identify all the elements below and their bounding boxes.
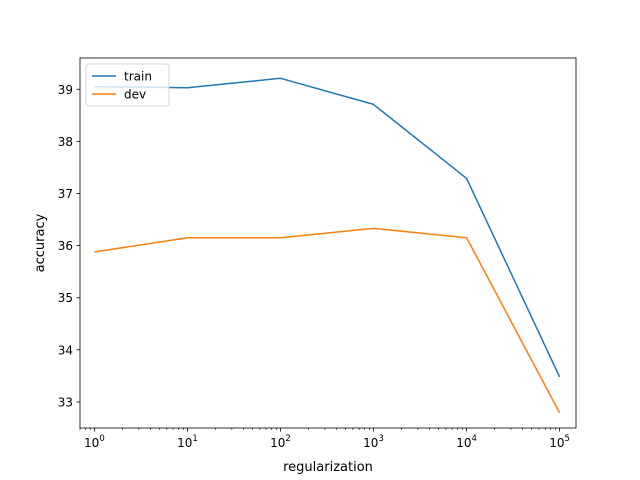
y-tick-label: 36: [58, 239, 73, 253]
y-tick-label: 35: [58, 291, 73, 305]
y-tick-label: 33: [58, 395, 73, 409]
y-tick-label: 34: [58, 343, 73, 357]
x-tick-label: 105: [549, 434, 570, 450]
x-tick-label: 104: [456, 434, 477, 450]
plot-background: [80, 58, 576, 428]
series-line-dev: [94, 227, 561, 414]
legend-label-train: train: [124, 70, 152, 84]
y-tick-label: 38: [58, 135, 73, 149]
y-tick-label: 39: [58, 83, 73, 97]
plot-frame: [79, 57, 577, 429]
x-tick-label: 102: [270, 434, 291, 450]
y-axis-ticks: 33 34 35 36 37 38 39: [58, 83, 80, 409]
series-layer: [94, 77, 561, 414]
legend-frame: [85, 63, 170, 107]
x-tick-label: 100: [84, 434, 105, 450]
y-tick-label: 37: [58, 187, 73, 201]
y-axis-label: accuracy: [33, 213, 48, 272]
series-line-train: [94, 77, 561, 378]
x-axis-ticks: 100 101 102 103 104 105: [79, 428, 570, 450]
x-tick-label: 101: [177, 434, 198, 450]
legend: train dev: [85, 63, 170, 107]
x-axis-label: regularization: [283, 460, 373, 475]
x-tick-label: 103: [363, 434, 384, 450]
legend-label-dev: dev: [124, 88, 146, 102]
